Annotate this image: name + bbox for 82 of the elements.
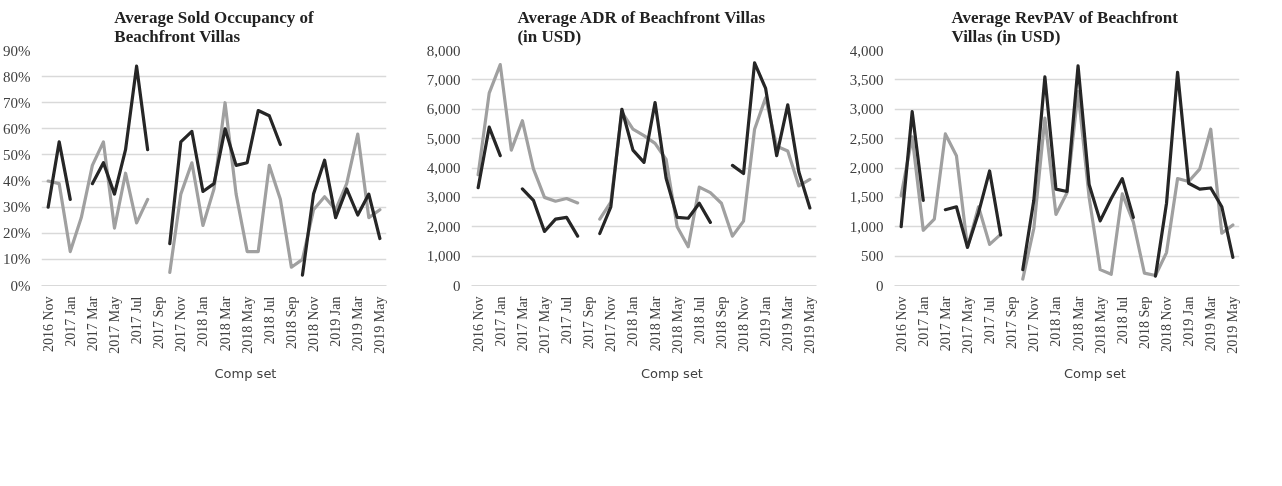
y-tick-label: 0% [10, 277, 31, 294]
x-tick-label: 2018 Nov [736, 296, 752, 353]
x-tick-label: 2019 Mar [350, 296, 366, 352]
x-tick-label: 2019 Jan [758, 296, 774, 347]
x-tick-label: 2018 Jul [1114, 296, 1130, 345]
chart-title: Average ADR of Beachfront Villas (in USD) [517, 7, 766, 46]
x-tick-label: 2016 Nov [40, 296, 56, 353]
x-tick-label: 2017 Jan [915, 296, 931, 347]
y-tick-label: 70% [3, 94, 31, 111]
y-tick-label: 80% [3, 68, 31, 85]
x-tick-label: 2018 Nov [306, 296, 322, 353]
y-tick-label: 4,000 [849, 42, 884, 59]
x-tick-label: 2017 Mar [514, 296, 530, 352]
y-tick-label: 40% [3, 173, 31, 190]
y-tick-label: 8,000 [426, 42, 461, 59]
y-tick-label: 3,000 [426, 189, 461, 206]
x-tick-label: 2018 Mar [217, 296, 233, 352]
y-tick-label: 500 [861, 248, 884, 265]
x-tick-label: 2019 Mar [780, 296, 796, 352]
y-tick-label: 1,500 [849, 189, 884, 206]
y-tick-label: 50% [3, 146, 31, 163]
x-tick-label: 2017 Nov [603, 296, 619, 353]
x-tick-label: 2017 May [106, 296, 122, 354]
x-tick-label: 2017 Nov [173, 296, 189, 353]
text: Comp set [1064, 365, 1126, 381]
x-tick-label: 2019 May [802, 296, 818, 354]
y-tick-label: 20% [3, 225, 31, 242]
x-tick-label: 2017 Jul [559, 296, 575, 345]
chart-title: Average Sold Occupancy of Beachfront Villas [114, 7, 315, 46]
y-tick-label: 2,000 [426, 218, 461, 235]
y-tick-label: 1,000 [426, 248, 461, 265]
x-tick-label: 2019 May [372, 296, 388, 354]
x-tick-label: 2019 May [1225, 296, 1241, 354]
x-tick-label: 2017 Sep [1004, 296, 1020, 349]
x-tick-label: 2018 Sep [713, 296, 729, 349]
x-tick-label: 2017 Jan [62, 296, 78, 347]
text: Comp set [214, 365, 277, 381]
y-tick-label: 60% [3, 120, 31, 137]
x-tick-label: 2018 Nov [1159, 296, 1175, 353]
x-tick-label: 2018 Jul [691, 296, 707, 345]
x-tick-label: 2016 Nov [470, 296, 486, 353]
x-tick-label: 2018 Jan [1048, 296, 1064, 347]
y-tick-label: 3,500 [849, 71, 884, 88]
y-tick-label: 2,500 [849, 130, 884, 147]
chart-title: Average RevPAV of Beachfront Villas (in USD) [951, 7, 1179, 46]
x-tick-label: 2017 Mar [937, 296, 953, 352]
x-tick-label: 2018 Jul [261, 296, 277, 345]
y-tick-label: 30% [3, 199, 31, 216]
x-tick-label: 2017 Mar [84, 296, 100, 352]
y-tick-label: 3,000 [849, 101, 884, 118]
x-tick-label: 2017 Jul [982, 296, 998, 345]
x-tick-label: 2018 Sep [283, 296, 299, 349]
y-tick-label: 0 [876, 277, 884, 294]
x-tick-label: 2019 Mar [1203, 296, 1219, 352]
x-tick-label: 2019 Jan [1181, 296, 1197, 347]
y-tick-label: 7,000 [426, 71, 461, 88]
y-tick-label: 5,000 [426, 130, 461, 147]
x-tick-label: 2018 Jan [625, 296, 641, 347]
x-tick-label: 2017 May [959, 296, 975, 354]
text: Comp set [641, 365, 703, 381]
x-tick-label: 2017 Jul [129, 296, 145, 345]
x-tick-label: 2017 Nov [1026, 296, 1042, 353]
y-tick-label: 90% [3, 42, 31, 59]
x-tick-label: 2018 Jan [195, 296, 211, 347]
y-tick-label: 4,000 [426, 160, 461, 176]
x-tick-label: 2018 May [1092, 296, 1108, 354]
x-tick-label: 2019 Jan [328, 296, 344, 347]
y-tick-label: 2,000 [849, 160, 884, 176]
y-tick-label: 0 [453, 277, 461, 294]
x-tick-label: 2018 Mar [647, 296, 663, 352]
x-tick-label: 2018 May [239, 296, 255, 354]
x-tick-label: 2018 Mar [1070, 296, 1086, 352]
x-tick-label: 2016 Nov [893, 296, 909, 353]
y-tick-label: 10% [3, 251, 31, 268]
x-tick-label: 2018 Sep [1136, 296, 1152, 349]
x-tick-label: 2017 Sep [581, 296, 597, 349]
x-tick-label: 2018 May [669, 296, 685, 354]
x-tick-label: 2017 Jan [492, 296, 508, 347]
x-tick-label: 2017 May [536, 296, 552, 354]
y-tick-label: 6,000 [426, 101, 461, 118]
x-tick-label: 2017 Sep [151, 296, 167, 349]
y-tick-label: 1,000 [849, 218, 884, 235]
